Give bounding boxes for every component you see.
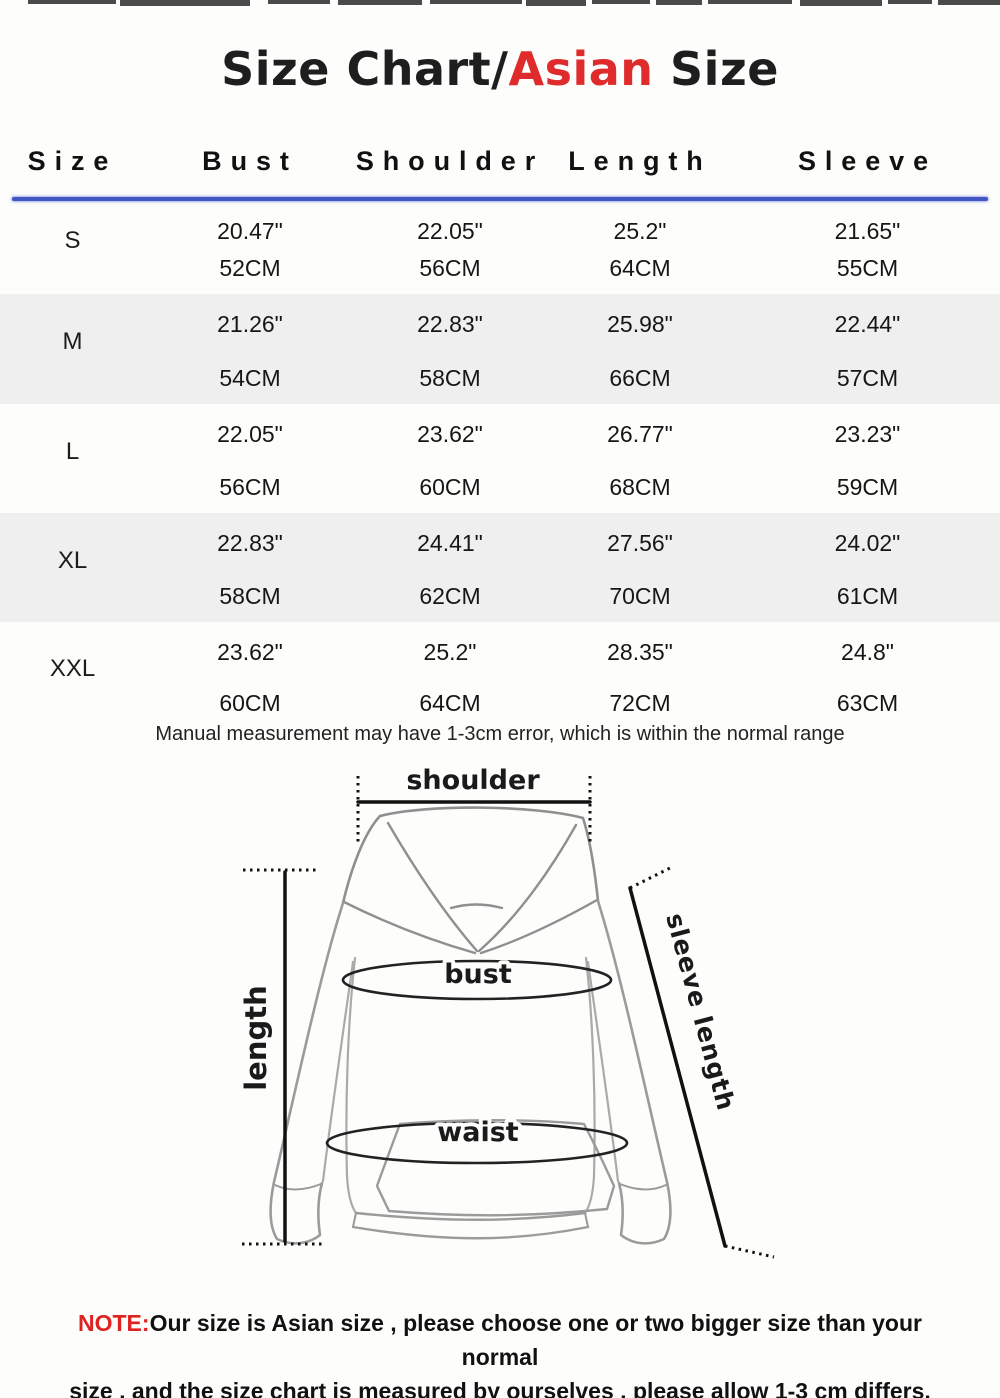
bust-cm-value: 52CM: [219, 255, 281, 281]
size-label: XL: [57, 546, 88, 574]
header-divider-line: [12, 197, 988, 201]
bust-inch-value: 22.83": [217, 530, 283, 556]
shoulder-cm-value: 64CM: [419, 690, 481, 716]
table-row-s: S 20.47" 52CM 22.05" 56CM 25.2" 64CM 21.65"…: [0, 201, 1000, 294]
waist-label: waist: [437, 1117, 518, 1148]
table-row-m: M 21.26" 54CM 22.83" 58CM 25.98" 66CM 22.44…: [0, 294, 1000, 404]
header-label: Size: [27, 145, 118, 176]
sleeve-cm-value: 55CM: [836, 255, 899, 281]
title-accent: Asian: [508, 42, 654, 96]
bust-cm-value: 60CM: [219, 690, 281, 716]
shoulder-inch-value: 25.2": [423, 639, 477, 665]
header-label: Bust: [202, 145, 298, 176]
sleeve-inch-value: 24.02": [834, 530, 901, 556]
sleeve-length-label: sleeve length: [660, 910, 741, 1114]
shoulder-cm-value: 56CM: [419, 255, 481, 281]
sleeve-inch-value: 24.8": [841, 639, 894, 665]
shoulder-cm-value: 60CM: [419, 474, 481, 500]
sleeve-inch-value: 23.23": [834, 421, 901, 447]
shoulder-inch-value: 22.83": [417, 311, 483, 337]
top-crop-artifact: [0, 0, 1000, 10]
bust-cm-value: 54CM: [219, 365, 281, 391]
shoulder-cm-value: 58CM: [419, 365, 481, 391]
table-header-row: Size Bust Shoulder Length Sleeve: [0, 125, 1000, 197]
bust-inch-value: 23.62": [217, 639, 283, 665]
sleeve-cm-value: 63CM: [836, 690, 899, 716]
sleeve-measure-line: [628, 886, 727, 1248]
table-row-xxl: XXL 23.62" 60CM 25.2" 64CM 28.35" 72CM 24.8…: [0, 622, 1000, 729]
header-cell-size: Size: [0, 146, 145, 177]
sleeve-cm-value: 57CM: [836, 365, 899, 391]
header-label: Length: [568, 145, 712, 176]
bust-cm-value: 58CM: [219, 583, 281, 609]
header-label: Sleeve: [797, 145, 938, 176]
shoulder-cm-value: 62CM: [419, 583, 481, 609]
note-label: NOTE:: [78, 1310, 150, 1336]
sleeve-cm-value: 59CM: [836, 474, 899, 500]
length-inch-value: 26.77": [607, 421, 673, 447]
page-title: Size Chart/Asian Size: [0, 42, 1000, 96]
size-label: L: [65, 437, 80, 465]
length-cm-value: 66CM: [609, 365, 671, 391]
bottom-note: NOTE:Our size is Asian size , please cho…: [50, 1306, 950, 1398]
title-suffix: Size: [653, 42, 779, 96]
length-cm-value: 70CM: [609, 583, 671, 609]
header-cell-length: Length: [545, 146, 735, 177]
header-cell-sleeve: Sleeve: [735, 146, 1000, 177]
sleeve-inch-value: 21.65": [834, 218, 901, 244]
length-inch-value: 28.35": [607, 639, 673, 665]
sleeve-cm-value: 61CM: [836, 583, 899, 609]
shoulder-label: shoulder: [406, 765, 540, 796]
shoulder-inch-value: 22.05": [417, 218, 483, 244]
length-inch-value: 25.2": [613, 218, 667, 244]
bust-inch-value: 20.47": [217, 218, 283, 244]
sleeve-inch-value: 22.44": [834, 311, 901, 337]
bust-inch-value: 21.26": [217, 311, 283, 337]
bust-cm-value: 56CM: [219, 474, 281, 500]
title-prefix: Size Chart/: [221, 42, 509, 96]
size-label: S: [64, 226, 81, 254]
header-cell-shoulder: Shoulder: [355, 146, 545, 177]
length-inch-value: 27.56": [607, 530, 673, 556]
size-label: M: [62, 328, 83, 355]
header-cell-bust: Bust: [145, 146, 355, 177]
size-chart-table: Size Bust Shoulder Length Sleeve S 20.47…: [0, 125, 1000, 729]
shoulder-inch-value: 23.62": [417, 421, 483, 447]
header-label: Shoulder: [355, 145, 545, 176]
hoodie-measurement-diagram: shoulder bust waist length sleeve length: [228, 750, 888, 1295]
size-label: XXL: [49, 654, 96, 682]
table-row-l: L 22.05" 56CM 23.62" 60CM 26.77" 68CM 23.23…: [0, 404, 1000, 513]
length-cm-value: 68CM: [609, 474, 671, 500]
length-cm-value: 72CM: [609, 690, 671, 716]
bust-inch-value: 22.05": [217, 421, 283, 447]
length-inch-value: 25.98": [607, 311, 673, 337]
bust-label: bust: [444, 959, 512, 990]
shoulder-inch-value: 24.41": [417, 530, 483, 556]
length-cm-value: 64CM: [609, 255, 671, 281]
table-row-xl: XL 22.83" 58CM 24.41" 62CM 27.56" 70CM 24.0…: [0, 513, 1000, 622]
length-label: length: [239, 985, 273, 1091]
hoodie-diagram-svg: shoulder bust waist length sleeve length: [235, 761, 775, 1259]
tolerance-footnote: Manual measurement may have 1-3cm error,…: [155, 723, 845, 745]
note-line2: size , and the size chart is measured by…: [69, 1378, 931, 1398]
note-line1: Our size is Asian size , please choose o…: [149, 1310, 922, 1370]
